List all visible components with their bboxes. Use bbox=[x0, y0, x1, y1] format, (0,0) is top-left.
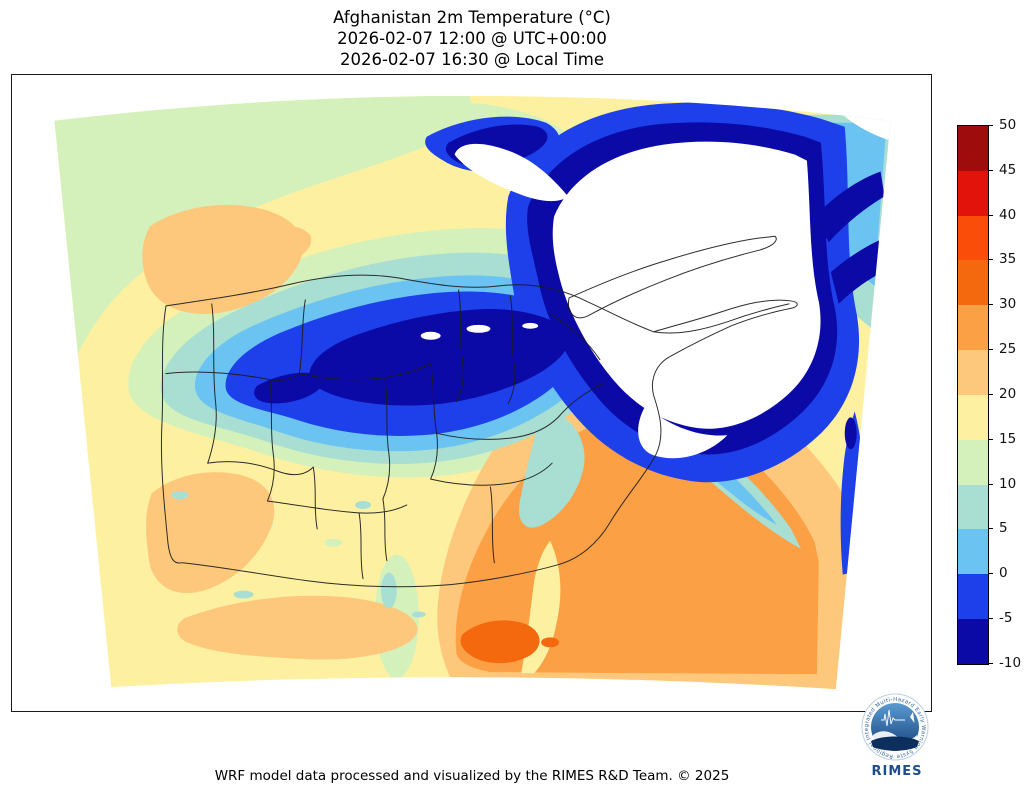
colorbar-tick bbox=[988, 394, 993, 396]
colorbar-tick bbox=[988, 125, 993, 127]
rimes-logo-emblem: Regional Integrated Multi-Hazard Early W… bbox=[857, 690, 929, 761]
colorbar-band bbox=[958, 305, 988, 351]
colorbar-tick bbox=[988, 349, 993, 351]
local-time-subtitle: 2026-02-07 16:30 @ Local Time bbox=[339, 50, 605, 69]
colorbar-tick bbox=[988, 439, 993, 441]
rimes-logo: Regional Integrated Multi-Hazard Early W… bbox=[857, 690, 937, 782]
temp-region-30-35 bbox=[460, 620, 560, 664]
colorbar-band bbox=[958, 215, 988, 261]
colorbar-gradient bbox=[957, 125, 989, 665]
colorbar-tick-label: 10 bbox=[999, 476, 1017, 492]
colorbar-tick bbox=[988, 573, 993, 575]
colorbar-band bbox=[958, 126, 988, 171]
colorbar-tick-label: 50 bbox=[999, 117, 1017, 133]
map-title: Afghanistan 2m Temperature (°C) bbox=[333, 8, 611, 27]
colorbar-tick-label: 45 bbox=[999, 162, 1017, 178]
title-block: Afghanistan 2m Temperature (°C) 2026-02-… bbox=[11, 7, 933, 70]
colorbar-band bbox=[958, 619, 988, 664]
seismograph-icon bbox=[881, 709, 905, 727]
temp-region-below-neg10 bbox=[420, 114, 891, 459]
colorbar-tick-label: 30 bbox=[999, 296, 1017, 312]
colorbar-tick-label: 0 bbox=[999, 565, 1008, 581]
lighthouse-icon bbox=[910, 712, 915, 723]
colorbar-tick bbox=[988, 215, 993, 217]
colorbar-tick-label: 35 bbox=[999, 251, 1017, 267]
credit-footer: WRF model data processed and visualized … bbox=[214, 768, 730, 784]
colorbar-tick bbox=[988, 259, 993, 261]
colorbar-tick bbox=[988, 663, 993, 665]
colorbar-tick bbox=[988, 170, 993, 172]
colorbar-band bbox=[958, 394, 988, 440]
colorbar-tick bbox=[988, 618, 993, 620]
province-boundaries bbox=[160, 235, 798, 588]
colorbar-band bbox=[958, 529, 988, 575]
colorbar-band bbox=[958, 260, 988, 306]
colorbar-tick-label: 5 bbox=[999, 520, 1008, 536]
colorbar-band bbox=[958, 170, 988, 216]
colorbar-tick-label: 20 bbox=[999, 386, 1017, 402]
colorbar-tick bbox=[988, 484, 993, 486]
temperature-map-svg bbox=[54, 95, 891, 690]
colorbar-tick-label: -5 bbox=[999, 610, 1013, 626]
colorbar: 50 45 40 35 30 25 20 15 10 5 0 -5 -10 bbox=[957, 117, 1026, 671]
colorbar-band bbox=[958, 574, 988, 620]
colorbar-band bbox=[958, 439, 988, 485]
colorbar-band bbox=[958, 484, 988, 530]
utc-time-subtitle: 2026-02-07 12:00 @ UTC+00:00 bbox=[337, 29, 607, 48]
colorbar-tick bbox=[988, 304, 993, 306]
colorbar-tick-label: -10 bbox=[999, 655, 1022, 671]
colorbar-tick bbox=[988, 528, 993, 530]
colorbar-tick-label: 40 bbox=[999, 207, 1017, 223]
rimes-logo-wordmark: RIMES bbox=[871, 764, 923, 779]
map-plot-area: Regional Integrated Multi-Hazard Early W… bbox=[11, 74, 932, 779]
colorbar-tick-label: 25 bbox=[999, 341, 1017, 357]
colorbar-tick-label: 15 bbox=[999, 431, 1017, 447]
colorbar-band bbox=[958, 350, 988, 395]
